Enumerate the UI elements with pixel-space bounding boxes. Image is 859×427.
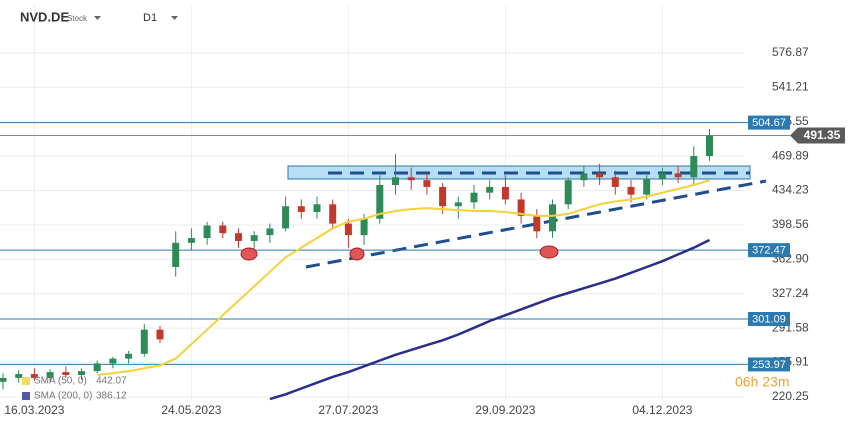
candle-body bbox=[674, 173, 682, 178]
candle-body bbox=[423, 180, 431, 187]
candle-body bbox=[172, 242, 180, 267]
level-box bbox=[748, 243, 790, 258]
x-tick-label: 16.03.2023 bbox=[4, 403, 64, 417]
legend-swatch bbox=[22, 377, 30, 385]
candle-body bbox=[125, 353, 133, 359]
candle-body bbox=[643, 179, 651, 195]
sma-line bbox=[269, 238, 711, 401]
y-tick-label: 576.87 bbox=[772, 45, 809, 59]
candle-body bbox=[407, 177, 415, 181]
candle-body bbox=[46, 372, 54, 378]
x-tick-label: 24.05.2023 bbox=[161, 403, 221, 417]
y-tick-label: 469.89 bbox=[772, 148, 809, 162]
y-tick-label: 220.25 bbox=[772, 389, 809, 403]
candle-body bbox=[235, 233, 242, 241]
candle-body bbox=[219, 225, 227, 234]
level-box bbox=[748, 357, 790, 372]
last-price-box bbox=[790, 127, 845, 144]
candle-body bbox=[250, 235, 258, 241]
legend-value: 442.07 bbox=[96, 376, 127, 387]
level-label: 504.67 bbox=[752, 117, 786, 129]
candle-body bbox=[549, 204, 556, 232]
candle-body bbox=[140, 329, 148, 354]
level-label: 372.47 bbox=[752, 245, 786, 257]
legend-name: SMA (50, 0) bbox=[34, 376, 87, 387]
candle-body bbox=[454, 202, 462, 207]
candle-body bbox=[109, 358, 117, 364]
candle-body bbox=[439, 186, 447, 207]
candle-body bbox=[297, 206, 305, 213]
legend-value: 386.12 bbox=[96, 391, 127, 402]
dropdown-caret[interactable] bbox=[94, 16, 101, 20]
candle-body bbox=[266, 228, 274, 236]
candle-body bbox=[580, 173, 588, 181]
candle-body bbox=[564, 180, 572, 205]
candle-body bbox=[596, 173, 604, 178]
sma-line bbox=[97, 179, 710, 376]
candle-body bbox=[658, 173, 666, 180]
candle-body bbox=[156, 329, 164, 340]
x-tick-label: 29.09.2023 bbox=[475, 403, 535, 417]
x-tick-label: 27.07.2023 bbox=[318, 403, 378, 417]
candle-body bbox=[706, 135, 713, 157]
candle-body bbox=[360, 218, 368, 236]
instrument-type: Stock bbox=[67, 14, 88, 23]
candle-body bbox=[15, 374, 23, 378]
candle-body bbox=[30, 374, 38, 378]
candle-body bbox=[690, 156, 698, 178]
support-marker bbox=[539, 245, 559, 259]
candle-body bbox=[392, 177, 399, 185]
candle-body bbox=[282, 206, 290, 229]
candle-body bbox=[611, 177, 619, 187]
y-tick-label: 327.24 bbox=[772, 286, 809, 300]
support-marker bbox=[240, 247, 258, 261]
candle-body bbox=[313, 204, 321, 213]
candle-body bbox=[0, 377, 7, 382]
symbol[interactable]: NVD.DE bbox=[20, 9, 69, 24]
candle-body bbox=[533, 215, 541, 232]
legend-swatch bbox=[22, 392, 30, 400]
level-box bbox=[748, 311, 790, 326]
level-label: 301.09 bbox=[752, 313, 786, 325]
candle-body bbox=[93, 363, 101, 372]
candle-body bbox=[501, 186, 509, 200]
level-box bbox=[748, 115, 790, 130]
candle-body bbox=[376, 184, 384, 219]
candle-body bbox=[78, 371, 85, 376]
x-tick-label: 04.12.2023 bbox=[632, 403, 692, 417]
candle-body bbox=[187, 238, 195, 243]
support-marker bbox=[349, 247, 365, 261]
candle-body bbox=[486, 186, 494, 193]
dropdown-caret[interactable] bbox=[171, 16, 178, 20]
y-tick-label: 434.23 bbox=[772, 183, 809, 197]
candle-body bbox=[62, 372, 70, 376]
candle-body bbox=[470, 192, 478, 203]
level-label: 253.97 bbox=[752, 359, 786, 371]
legend-name: SMA (200, 0) bbox=[34, 391, 92, 402]
candle-body bbox=[344, 223, 352, 236]
candle-body bbox=[329, 204, 337, 224]
candle-body bbox=[203, 225, 211, 239]
last-price-label: 491.35 bbox=[804, 128, 841, 142]
timeframe[interactable]: D1 bbox=[143, 12, 157, 24]
countdown: 06h 23m bbox=[735, 374, 789, 390]
candle-body bbox=[517, 199, 525, 216]
candle-body bbox=[627, 186, 635, 195]
y-tick-label: 541.21 bbox=[772, 80, 809, 94]
y-tick-label: 398.56 bbox=[772, 217, 809, 231]
